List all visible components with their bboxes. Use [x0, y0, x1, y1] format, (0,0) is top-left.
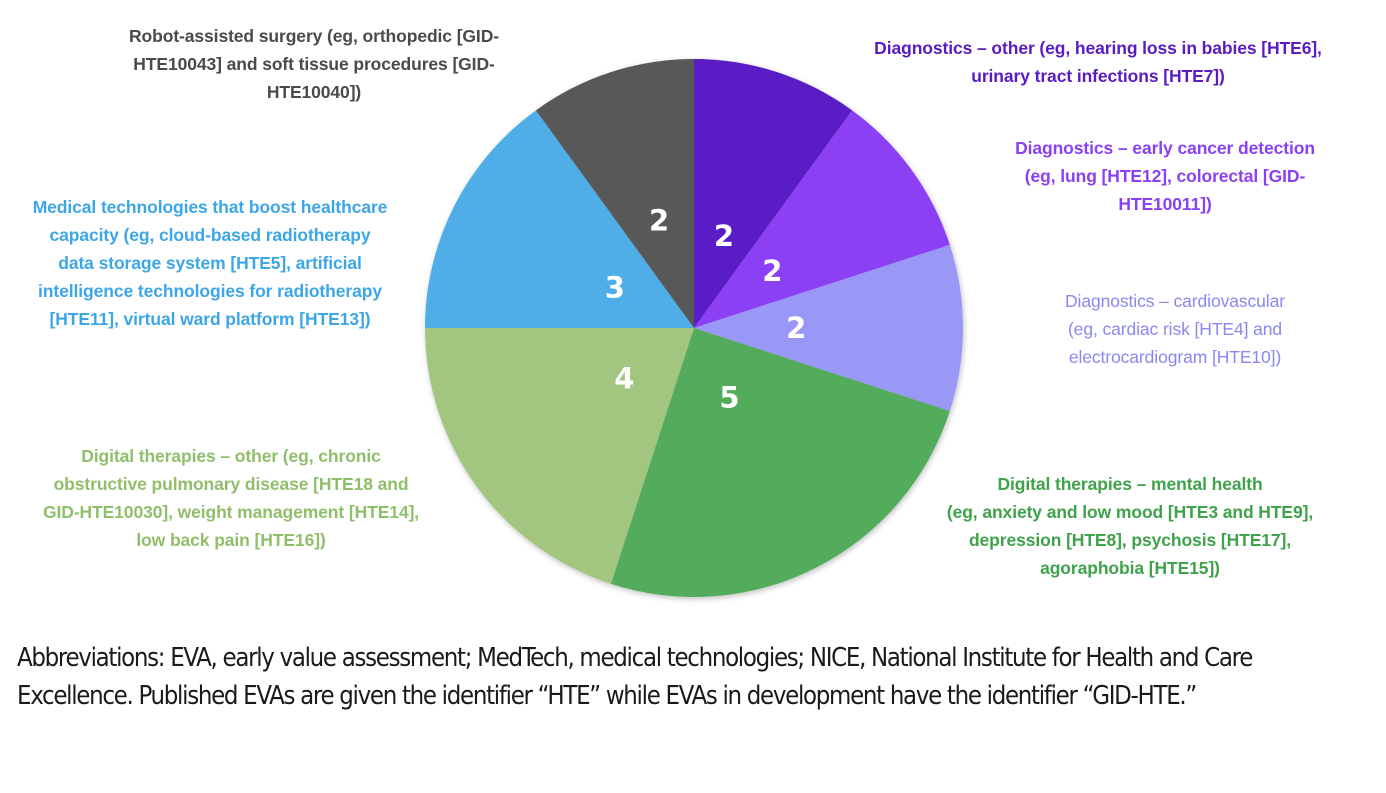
data-label-diag-other: 2	[714, 219, 734, 253]
pie-slice-robot	[535, 59, 694, 328]
data-label-dt-other: 4	[614, 362, 634, 396]
data-label-dt-mental: 5	[719, 381, 739, 415]
legend-label-diagnostics-other: Diagnostics – other (eg, hearing loss in…	[874, 38, 1322, 86]
pie-slice-diag-other	[694, 59, 853, 328]
pie-slice-medtech	[425, 110, 694, 329]
data-label-medtech: 3	[605, 271, 625, 305]
legend-label-digital-therapies-mental-health: Digital therapies – mental health (eg, a…	[946, 474, 1314, 578]
legend-label-robot-assisted-surgery: Robot-assisted surgery (eg, orthopedic […	[129, 26, 499, 102]
pie-slice-diag-cancer	[694, 110, 950, 329]
data-label-robot: 2	[649, 204, 669, 238]
pie-slice-dt-mental	[610, 328, 950, 598]
data-label-diag-cardio: 2	[786, 311, 806, 345]
legend-label-digital-therapies-other: Digital therapies – other (eg, chronic o…	[42, 446, 420, 550]
pie-slice-diag-cardio	[694, 244, 963, 412]
abbreviations-footnote: Abbreviations: EVA, early value assessme…	[17, 643, 1253, 711]
data-label-diag-cancer: 2	[762, 254, 782, 288]
legend-label-medical-technologies-capacity: Medical technologies that boost healthca…	[32, 197, 388, 329]
pie-slices	[425, 59, 963, 598]
legend-label-diagnostics-early-cancer: Diagnostics – early cancer detection (eg…	[1015, 138, 1315, 214]
pie-slice-dt-other	[425, 328, 694, 584]
legend-label-diagnostics-cardiovascular: Diagnostics – cardiovascular (eg, cardia…	[1065, 291, 1285, 367]
